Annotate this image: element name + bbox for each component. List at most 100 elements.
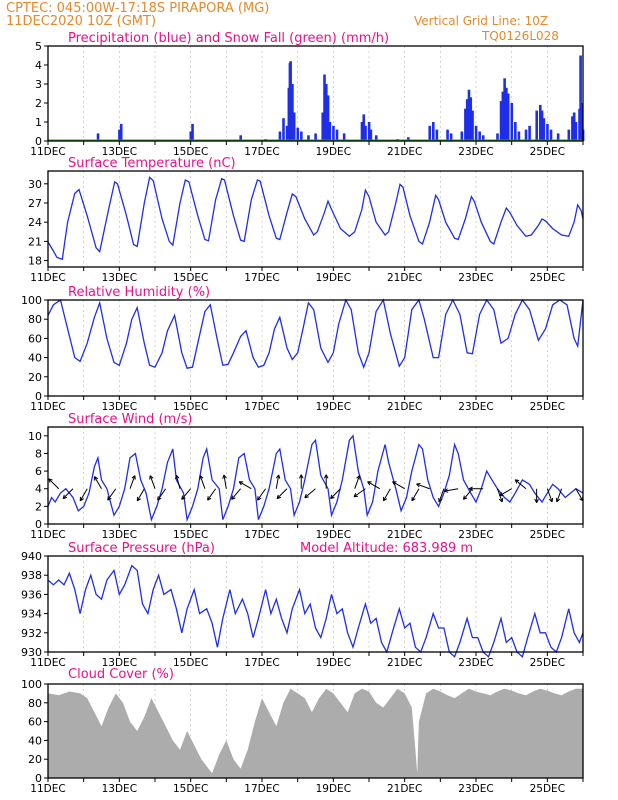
wind-arrow-head <box>367 481 372 486</box>
y-tick-label: 936 <box>21 588 42 601</box>
wind-arrow <box>392 481 405 490</box>
precip-bar <box>323 74 326 141</box>
wind-arrow-head <box>555 497 561 503</box>
wind-arrow <box>175 475 181 489</box>
wind-arrow <box>304 488 316 499</box>
wind-arrow-head <box>275 474 281 479</box>
wind-arrow-head <box>222 474 227 479</box>
precip-bar <box>449 133 453 141</box>
wind-arrow <box>514 479 527 490</box>
precip-bar <box>367 122 371 141</box>
wind-arrow-head <box>498 497 504 503</box>
wind-arrow <box>444 488 459 492</box>
x-tick-label: 21DEC <box>387 401 422 413</box>
x-tick-label: 21DEC <box>387 783 422 795</box>
y-tick-label: 20 <box>28 753 42 766</box>
header-line1: CPTEC: 045:00W-17:18S PIRAPORA (MG) <box>6 1 269 16</box>
y-tick-label: 0 <box>35 772 42 785</box>
wind-arrow-head <box>257 496 262 501</box>
x-tick-label: 11DEC <box>30 783 65 795</box>
precip-bar <box>369 129 373 141</box>
wind-arrow-head <box>131 475 136 480</box>
precip-bar <box>571 116 574 141</box>
wind-arrow <box>136 488 145 502</box>
wind-arrow-head <box>304 493 309 499</box>
precip-bar <box>321 112 325 141</box>
wind-arrow-head <box>356 475 361 480</box>
precip-bar <box>362 114 366 141</box>
wind-arrow <box>257 488 266 501</box>
x-tick-label: 19DEC <box>316 401 351 413</box>
wind-arrow-head <box>330 494 335 500</box>
precip-bar <box>579 55 582 141</box>
precip-bar <box>510 103 514 141</box>
x-tick-label: 25DEC <box>530 529 565 541</box>
precip-bar <box>528 125 531 141</box>
y-tick-label: 18 <box>28 255 42 268</box>
wind-arrow-head <box>392 481 397 486</box>
wind-arrow <box>94 476 102 489</box>
y-tick-label: 100 <box>21 294 42 307</box>
precip-bar <box>517 131 521 141</box>
wind-arrow-head <box>107 496 112 501</box>
panel-rh: 0 20 40 60 80 100 11DEC 13DEC 15DEC 17DEC 19DEC 21D… <box>21 285 584 413</box>
x-tick-label: 23DEC <box>458 401 493 413</box>
wind-arrow <box>207 488 217 501</box>
x-tick-label: 21DEC <box>387 272 422 284</box>
grid-note: Vertical Grid Line: 10Z <box>414 14 548 28</box>
x-tick-label: 19DEC <box>316 783 351 795</box>
x-tick-label: 13DEC <box>102 146 137 158</box>
wind-arrow <box>107 488 117 501</box>
panel-title: Cloud Cover (%) <box>68 667 174 682</box>
precip-bar <box>332 125 335 141</box>
x-tick-label: 11DEC <box>30 529 65 541</box>
wind-arrow-head <box>181 495 186 500</box>
wind-arrow <box>330 488 341 499</box>
x-tick-label: 13DEC <box>102 783 137 795</box>
plot-frame <box>47 426 584 525</box>
x-tick-label: 19DEC <box>316 272 351 284</box>
wind-arrow-head <box>323 474 329 479</box>
plot-frame <box>47 170 584 268</box>
x-tick-label: 13DEC <box>102 529 137 541</box>
wind-arrow <box>238 481 252 490</box>
precip-bar <box>464 108 467 141</box>
precip-bar <box>460 131 464 141</box>
wind-arrow-head <box>199 475 204 480</box>
plot-frame <box>47 555 584 653</box>
y-tick-label: 0 <box>35 135 42 148</box>
wind-arrow-head <box>468 486 473 491</box>
wind-arrow <box>382 488 391 502</box>
precip-bar <box>239 135 242 141</box>
precip-bar <box>540 110 544 141</box>
precip-bar <box>289 61 292 142</box>
precip-bar <box>574 122 578 141</box>
x-tick-label: 17DEC <box>244 783 279 795</box>
precip-bar <box>471 110 474 141</box>
x-tick-label: 21DEC <box>387 146 422 158</box>
wind-arrow <box>275 474 280 489</box>
x-tick-label: 23DEC <box>458 529 493 541</box>
wind-arrow-head <box>444 488 449 493</box>
panel-title: Precipitation (blue) and Snow Fall (gree… <box>68 31 389 46</box>
precip-bar <box>314 133 317 141</box>
precip-bar <box>291 84 294 141</box>
x-tick-label: 25DEC <box>530 657 565 669</box>
x-tick-label: 19DEC <box>316 146 351 158</box>
precip-bar <box>300 131 303 141</box>
precip-bar <box>546 123 549 141</box>
y-tick-label: 5 <box>35 40 42 53</box>
y-tick-label: 938 <box>21 569 42 582</box>
precip-bar <box>478 131 481 141</box>
y-tick-label: 24 <box>28 216 42 229</box>
precip-bar <box>296 127 300 141</box>
panel-title: Surface Pressure (hPa) <box>68 541 215 556</box>
wind-arrow-head <box>438 497 443 503</box>
wind-arrow-head <box>238 481 244 486</box>
y-tick-label: 934 <box>21 608 42 621</box>
wind-arrow-head <box>231 495 236 500</box>
y-tick-label: 1 <box>35 116 42 129</box>
wind-arrow <box>62 488 74 499</box>
y-tick-label: 80 <box>28 313 42 326</box>
y-tick-label: 20 <box>28 371 42 384</box>
